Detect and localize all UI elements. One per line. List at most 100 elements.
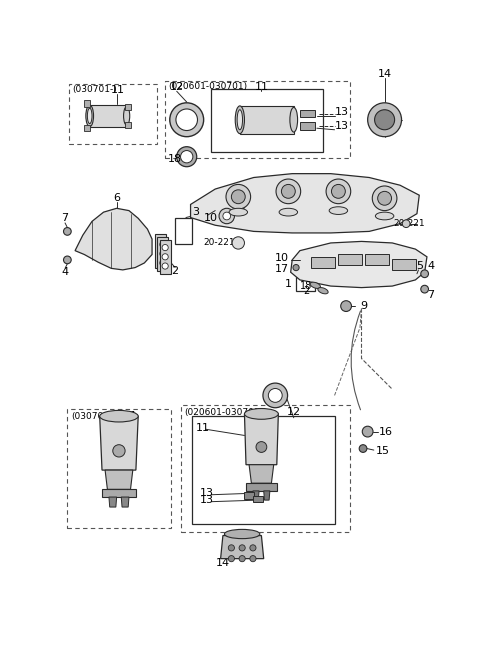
- Ellipse shape: [310, 282, 321, 288]
- Text: 11: 11: [123, 412, 137, 421]
- Circle shape: [157, 239, 164, 244]
- Circle shape: [256, 442, 267, 452]
- Circle shape: [281, 184, 295, 198]
- Polygon shape: [311, 257, 336, 268]
- Text: 13: 13: [200, 495, 214, 505]
- Polygon shape: [125, 104, 131, 110]
- Polygon shape: [249, 464, 274, 483]
- Ellipse shape: [290, 108, 298, 132]
- Polygon shape: [105, 470, 133, 490]
- Polygon shape: [253, 491, 259, 500]
- Text: 12: 12: [287, 408, 301, 417]
- Bar: [165, 81, 350, 158]
- Bar: [67, 408, 171, 528]
- Circle shape: [268, 388, 282, 402]
- Polygon shape: [109, 497, 117, 507]
- Text: 5: 5: [416, 261, 423, 271]
- Text: 9: 9: [360, 301, 367, 311]
- Circle shape: [293, 264, 299, 271]
- Ellipse shape: [375, 212, 394, 220]
- Polygon shape: [75, 208, 152, 270]
- Circle shape: [223, 212, 230, 220]
- Ellipse shape: [87, 108, 92, 124]
- Text: 4: 4: [61, 267, 69, 277]
- Circle shape: [219, 208, 234, 224]
- Circle shape: [374, 110, 395, 130]
- Polygon shape: [365, 255, 389, 265]
- Text: 3: 3: [192, 207, 200, 217]
- Text: 12: 12: [169, 82, 184, 92]
- Text: 6: 6: [113, 194, 120, 203]
- Bar: [296, 277, 315, 291]
- Circle shape: [239, 545, 245, 551]
- Circle shape: [378, 192, 392, 205]
- Polygon shape: [337, 255, 362, 265]
- Circle shape: [177, 146, 197, 166]
- Text: 4: 4: [427, 261, 434, 271]
- Polygon shape: [253, 495, 263, 502]
- Bar: [211, 89, 323, 152]
- Polygon shape: [191, 174, 419, 233]
- Circle shape: [239, 555, 245, 562]
- Ellipse shape: [123, 106, 130, 125]
- Ellipse shape: [237, 110, 242, 130]
- Ellipse shape: [235, 106, 244, 134]
- Polygon shape: [84, 101, 90, 106]
- Circle shape: [421, 285, 429, 293]
- Text: 2: 2: [303, 286, 309, 297]
- Text: 7: 7: [427, 290, 434, 299]
- Circle shape: [231, 190, 245, 204]
- Circle shape: [162, 253, 168, 260]
- Text: 1: 1: [285, 279, 292, 289]
- Bar: [69, 84, 157, 144]
- Text: 16: 16: [378, 426, 393, 437]
- Bar: [175, 217, 192, 244]
- Bar: [180, 404, 350, 531]
- Polygon shape: [100, 416, 138, 470]
- Text: 10: 10: [204, 213, 217, 223]
- Circle shape: [160, 251, 166, 257]
- Circle shape: [228, 545, 234, 551]
- Circle shape: [359, 444, 367, 452]
- Circle shape: [162, 263, 168, 269]
- Polygon shape: [392, 259, 416, 270]
- Text: (020601-030701): (020601-030701): [184, 408, 264, 417]
- Polygon shape: [90, 105, 127, 126]
- Ellipse shape: [229, 208, 248, 216]
- Ellipse shape: [318, 288, 328, 294]
- Text: 13: 13: [200, 488, 214, 498]
- Text: 17: 17: [275, 264, 289, 274]
- Polygon shape: [155, 233, 166, 268]
- Circle shape: [160, 260, 166, 266]
- Circle shape: [332, 184, 345, 198]
- Ellipse shape: [100, 410, 138, 422]
- Text: 18: 18: [168, 154, 182, 164]
- Polygon shape: [291, 241, 427, 288]
- Ellipse shape: [279, 208, 298, 216]
- Text: 18: 18: [300, 281, 312, 291]
- Text: 10: 10: [275, 253, 289, 263]
- Text: 14: 14: [216, 557, 230, 568]
- Circle shape: [421, 270, 429, 277]
- Text: 11: 11: [254, 82, 268, 92]
- Polygon shape: [246, 483, 277, 491]
- Polygon shape: [157, 237, 168, 271]
- Circle shape: [170, 103, 204, 137]
- Polygon shape: [300, 110, 315, 117]
- Polygon shape: [221, 535, 264, 559]
- Bar: [192, 416, 335, 524]
- Text: (030701-): (030701-): [71, 412, 116, 421]
- Circle shape: [63, 256, 71, 264]
- Ellipse shape: [329, 207, 348, 214]
- Circle shape: [162, 244, 168, 251]
- Polygon shape: [240, 106, 294, 134]
- Circle shape: [157, 257, 164, 263]
- Ellipse shape: [225, 530, 260, 539]
- Circle shape: [160, 241, 166, 248]
- Circle shape: [263, 383, 288, 408]
- Circle shape: [63, 228, 71, 235]
- Text: 13: 13: [335, 121, 348, 131]
- Text: 11: 11: [110, 84, 124, 95]
- Text: 7: 7: [61, 213, 69, 223]
- Text: 14: 14: [378, 68, 392, 79]
